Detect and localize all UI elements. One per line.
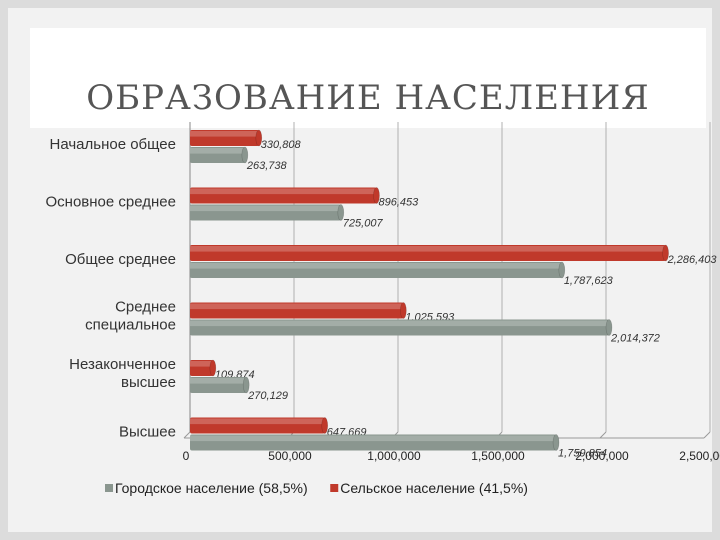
legend-swatch (330, 484, 339, 492)
bar (190, 204, 341, 221)
bar-highlight (190, 435, 557, 442)
bar-end-cap (255, 129, 263, 147)
data-label: 1,787,623 (564, 275, 614, 287)
bar-highlight (190, 246, 666, 252)
legend-swatch (105, 484, 113, 492)
bar-highlight (190, 263, 562, 269)
category-label: Высшее (119, 424, 176, 441)
bar (190, 147, 245, 163)
title-band: ОБРАЗОВАНИЕ НАСЕЛЕНИЯ (30, 28, 706, 128)
bar (190, 360, 213, 376)
slide-title: ОБРАЗОВАНИЕ НАСЕЛЕНИЯ (86, 78, 650, 118)
x-tick-label: 500,000 (268, 449, 312, 463)
bar-end-cap (605, 319, 613, 336)
bar-highlight (190, 378, 247, 384)
bar (190, 319, 609, 336)
bar-highlight (190, 205, 341, 212)
x-tick-label: 1,000,000 (367, 449, 421, 463)
bar (190, 377, 247, 393)
data-label: 270,129 (247, 390, 288, 402)
bar (190, 130, 259, 146)
bar-end-cap (552, 434, 560, 451)
category-label: Основное среднее (46, 194, 176, 211)
x-tick-label: 1,500,000 (471, 449, 525, 463)
category-label: Незаконченное высшее (69, 356, 176, 391)
bar-highlight (190, 418, 325, 425)
bar-end-cap (558, 261, 566, 279)
category-label: Начальное общее (50, 136, 177, 153)
legend-label: Сельское население (41,5%) (340, 480, 528, 496)
bar-end-cap (241, 146, 249, 164)
bar-end-cap (400, 302, 407, 319)
bar-highlight (190, 303, 404, 310)
data-label: 725,007 (343, 218, 384, 230)
legend-label: Городское население (58,5%) (115, 480, 308, 496)
bar-highlight (190, 188, 377, 195)
bar-highlight (190, 361, 213, 367)
x-tick-label: 2,000,000 (575, 449, 629, 463)
bar-end-cap (209, 359, 217, 377)
data-label: 263,738 (246, 160, 288, 172)
bar-end-cap (242, 376, 250, 394)
bar-highlight (190, 320, 609, 327)
bar (190, 262, 562, 278)
bar (190, 302, 404, 319)
data-label: 2,286,403 (667, 254, 718, 266)
data-label: 896,453 (378, 197, 419, 209)
bar (190, 245, 666, 261)
gridline-floor (703, 431, 711, 439)
category-label: Среднее специальное (85, 299, 176, 334)
bar-end-cap (373, 187, 380, 204)
gridline-floor (183, 431, 191, 439)
data-label: 2,014,372 (610, 333, 660, 345)
bar-end-cap (337, 204, 345, 221)
gridline-floor (599, 431, 607, 439)
bar (190, 434, 557, 451)
bar-highlight (190, 148, 245, 154)
x-tick-label: 2,500,000 (679, 449, 720, 463)
x-tick-label: 0 (183, 449, 190, 463)
data-label: 330,808 (261, 139, 302, 151)
bar (190, 417, 325, 434)
bar (190, 187, 377, 204)
bar-end-cap (321, 417, 329, 434)
data-label: 1,759,854 (558, 448, 607, 460)
category-label: Общее среднее (65, 251, 176, 268)
bar-end-cap (662, 244, 669, 262)
bar-highlight (190, 131, 259, 137)
